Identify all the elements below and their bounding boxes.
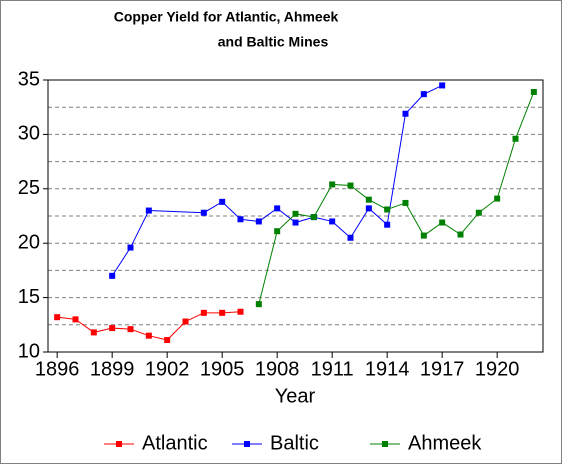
legend-marker — [116, 441, 122, 447]
data-point — [237, 308, 244, 315]
legend-label: Baltic — [270, 432, 319, 454]
x-tick-label: 1914 — [365, 358, 410, 380]
data-point — [512, 135, 519, 142]
x-tick-label: 1896 — [35, 358, 80, 380]
legend-label: Ahmeek — [408, 432, 482, 454]
legend-label: Atlantic — [142, 432, 208, 454]
data-point — [200, 309, 207, 316]
x-tick-label: 1905 — [200, 358, 245, 380]
data-point — [109, 325, 116, 332]
data-point — [182, 318, 189, 325]
x-tick-label: 1917 — [420, 358, 465, 380]
data-point — [365, 205, 372, 212]
x-tick-label: 1902 — [145, 358, 190, 380]
data-point — [384, 221, 391, 228]
data-point — [420, 91, 427, 98]
data-point — [164, 337, 171, 344]
data-point — [347, 182, 354, 189]
data-point — [145, 207, 152, 214]
data-point — [274, 205, 281, 212]
data-point — [457, 231, 464, 238]
data-point — [274, 228, 281, 235]
y-tick-label: 25 — [18, 177, 40, 199]
data-point — [292, 210, 299, 217]
x-tick-label: 1899 — [90, 358, 135, 380]
y-tick-label: 35 — [18, 68, 40, 90]
data-point — [329, 218, 336, 225]
data-point — [530, 88, 537, 95]
data-point — [127, 326, 134, 333]
data-point — [402, 199, 409, 206]
data-point — [109, 272, 116, 279]
data-point — [494, 195, 501, 202]
data-point — [200, 209, 207, 216]
data-point — [439, 219, 446, 226]
data-point — [145, 332, 152, 339]
data-point — [310, 214, 317, 221]
x-axis-label: Year — [275, 385, 316, 407]
data-point — [219, 198, 226, 205]
chart-title: and Baltic Mines — [218, 34, 329, 50]
data-point — [347, 234, 354, 241]
data-point — [54, 314, 61, 321]
data-point — [365, 196, 372, 203]
x-tick-label: 1920 — [475, 358, 520, 380]
y-tick-label: 20 — [18, 231, 40, 253]
x-tick-label: 1908 — [255, 358, 300, 380]
plot-frame — [47, 79, 544, 353]
data-point — [72, 316, 79, 323]
x-tick-label: 1911 — [311, 358, 354, 380]
y-tick-label: 15 — [18, 286, 40, 308]
legend-marker — [382, 441, 388, 447]
y-tick-label: 30 — [18, 123, 40, 145]
y-tick-label: 10 — [18, 340, 40, 362]
legend-marker — [244, 441, 250, 447]
data-point — [384, 206, 391, 213]
chart-title: Copper Yield for Atlantic, Ahmeek — [114, 9, 339, 25]
data-point — [420, 232, 427, 239]
data-point — [90, 329, 97, 336]
data-point — [329, 181, 336, 188]
data-point — [255, 218, 262, 225]
series-line — [258, 91, 535, 305]
data-point — [475, 209, 482, 216]
data-point — [237, 216, 244, 223]
data-point — [127, 244, 134, 251]
data-point — [219, 309, 226, 316]
data-point — [439, 82, 446, 89]
data-point — [255, 301, 262, 308]
data-point — [402, 110, 409, 117]
data-point — [292, 219, 299, 226]
